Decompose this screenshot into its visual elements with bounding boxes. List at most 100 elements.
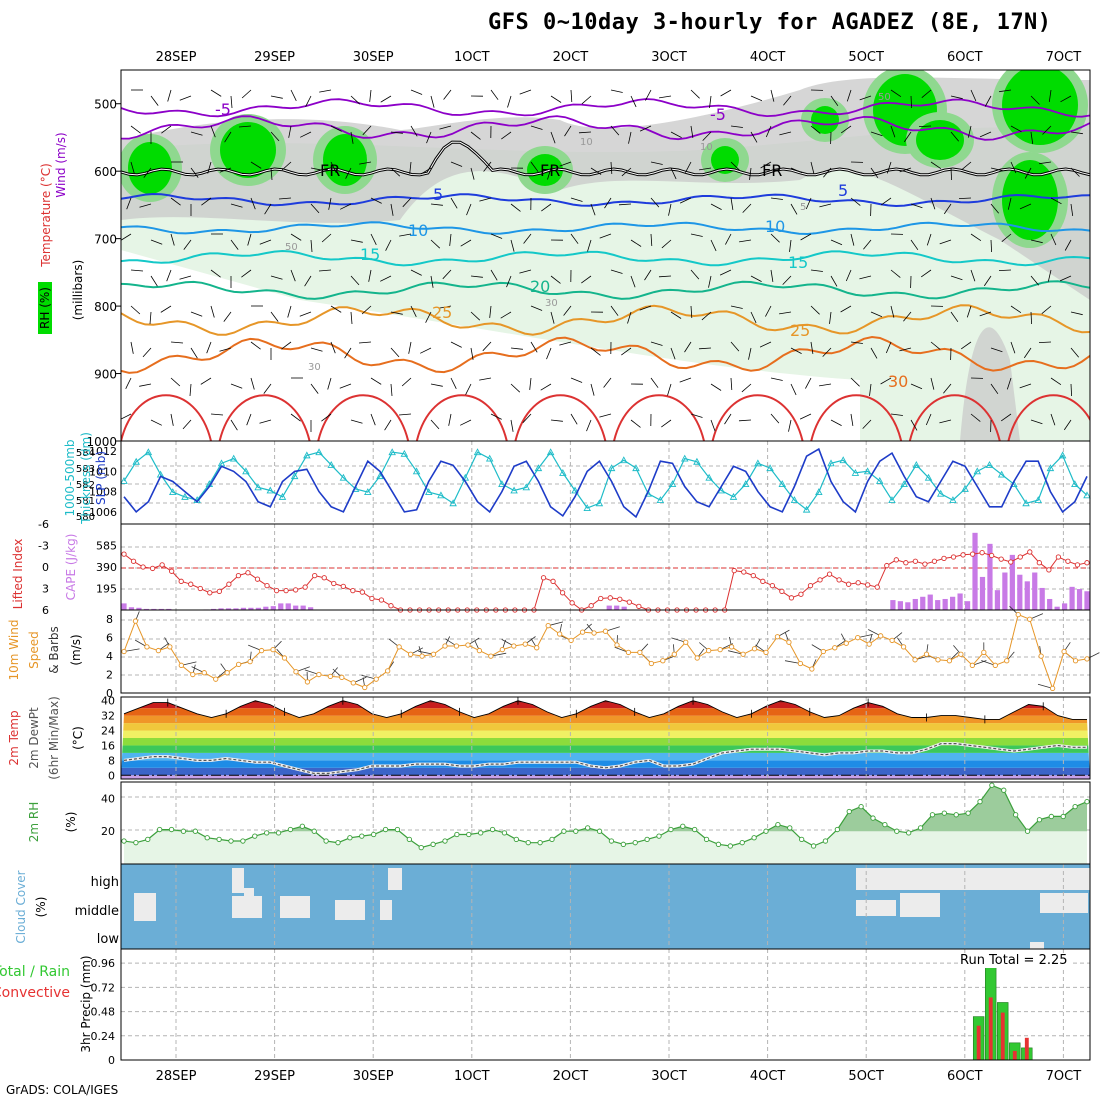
wind-barb xyxy=(318,269,332,272)
thickness-marker xyxy=(583,504,591,511)
x-tick-label-top: 1OCT xyxy=(454,50,490,65)
wind-barb xyxy=(370,413,376,426)
cape-bar xyxy=(300,605,306,610)
y-tick-label: 20 xyxy=(101,825,115,838)
temperature-contour-surface xyxy=(514,394,607,441)
li-marker xyxy=(245,570,251,576)
wind10m-marker xyxy=(935,657,941,663)
wind-barb xyxy=(899,347,912,352)
wind-barb xyxy=(370,377,382,385)
y-tick-label: 16 xyxy=(101,739,115,752)
thickness-marker xyxy=(144,448,153,456)
wind-barb xyxy=(770,413,780,424)
li-marker xyxy=(884,562,890,569)
wind-barb xyxy=(370,197,382,204)
temperature-contour xyxy=(121,304,1090,336)
wind-barb xyxy=(590,167,602,175)
li-marker xyxy=(855,580,861,586)
contour-label: 15 xyxy=(788,253,808,272)
li-marker xyxy=(874,584,880,590)
wind-barb xyxy=(179,95,192,101)
li-marker xyxy=(845,581,852,587)
wind-barb xyxy=(950,131,960,142)
cape-bar xyxy=(240,607,247,610)
wind-barb xyxy=(730,377,733,391)
ylabel-speed: Speed xyxy=(27,631,41,669)
wind-barb xyxy=(540,383,552,391)
wind-barb xyxy=(170,341,184,344)
thickness-marker xyxy=(376,472,384,480)
contour-label: 10 xyxy=(580,137,593,148)
thickness-marker xyxy=(412,467,421,475)
wind-barb xyxy=(510,203,521,212)
rh2m-marker xyxy=(573,828,579,834)
wind-barb xyxy=(610,269,623,274)
wind-barb xyxy=(490,269,498,281)
cape-bar xyxy=(614,605,620,610)
li-marker xyxy=(312,572,318,579)
wind-barb xyxy=(690,233,703,237)
wind-barb xyxy=(770,269,774,282)
y-tick-label-thickness: 582 xyxy=(76,480,95,491)
li-marker xyxy=(826,571,833,577)
wind-barb xyxy=(670,131,682,138)
y-tick-label-li: -6 xyxy=(38,518,49,531)
wind-barb xyxy=(805,377,812,389)
wind-barb xyxy=(390,383,393,397)
wind-barb xyxy=(510,347,523,350)
li-marker xyxy=(817,577,823,583)
cape-bar xyxy=(606,605,612,610)
wind-barb xyxy=(359,161,372,165)
thickness-marker xyxy=(851,468,860,476)
li-marker xyxy=(359,589,366,595)
wind-barb xyxy=(850,413,854,426)
thickness-marker xyxy=(936,489,945,497)
wind-barb xyxy=(759,341,772,348)
wind-barb xyxy=(310,167,323,171)
wind-barb xyxy=(350,131,354,144)
wind-barb xyxy=(149,311,152,325)
cape-bar xyxy=(1024,581,1030,610)
wind-barb xyxy=(430,95,435,108)
li-marker xyxy=(588,603,594,609)
rh-shade-dark xyxy=(711,146,739,174)
precip-convective-bar xyxy=(1012,1050,1017,1060)
thickness-marker xyxy=(473,448,482,456)
wind10m-marker xyxy=(132,618,139,624)
wind-barb xyxy=(599,233,612,239)
li-marker xyxy=(607,595,613,601)
wind-barb xyxy=(1070,347,1080,358)
wind-barb xyxy=(670,311,682,319)
temperature-band xyxy=(121,708,1090,716)
wind-barb xyxy=(130,125,141,134)
li-marker xyxy=(893,557,899,563)
wind-barb xyxy=(730,197,734,210)
x-tick-label-top: 7OCT xyxy=(1046,50,1082,65)
wind-barb xyxy=(385,239,392,251)
wind-barb xyxy=(190,311,203,317)
cloud-gap xyxy=(335,900,365,920)
wind10m-marker xyxy=(304,679,311,685)
wind-barb xyxy=(398,413,412,416)
wind10m-marker xyxy=(339,674,345,680)
wind-barb xyxy=(443,89,452,100)
wind-barb xyxy=(361,305,372,315)
wind-barb xyxy=(430,419,440,430)
wind-barb xyxy=(990,239,992,253)
wind-barb xyxy=(384,419,392,431)
cloud-gap xyxy=(280,896,310,918)
wind10m-marker xyxy=(923,651,930,657)
rh2m-marker xyxy=(442,838,448,844)
thickness-marker xyxy=(424,488,433,496)
cloud-gap xyxy=(134,893,156,921)
temperature-band xyxy=(121,745,1090,753)
rh2m-area xyxy=(124,785,1087,864)
wind-barb xyxy=(630,95,637,108)
x-tick-label-top: 2OCT xyxy=(553,50,589,65)
wind-barb xyxy=(490,413,502,420)
wind-barb xyxy=(765,125,772,138)
wind-barb xyxy=(779,311,792,315)
rh-shade-lower xyxy=(960,327,1020,441)
wind-barb xyxy=(790,383,797,396)
wind-barb xyxy=(290,413,301,422)
